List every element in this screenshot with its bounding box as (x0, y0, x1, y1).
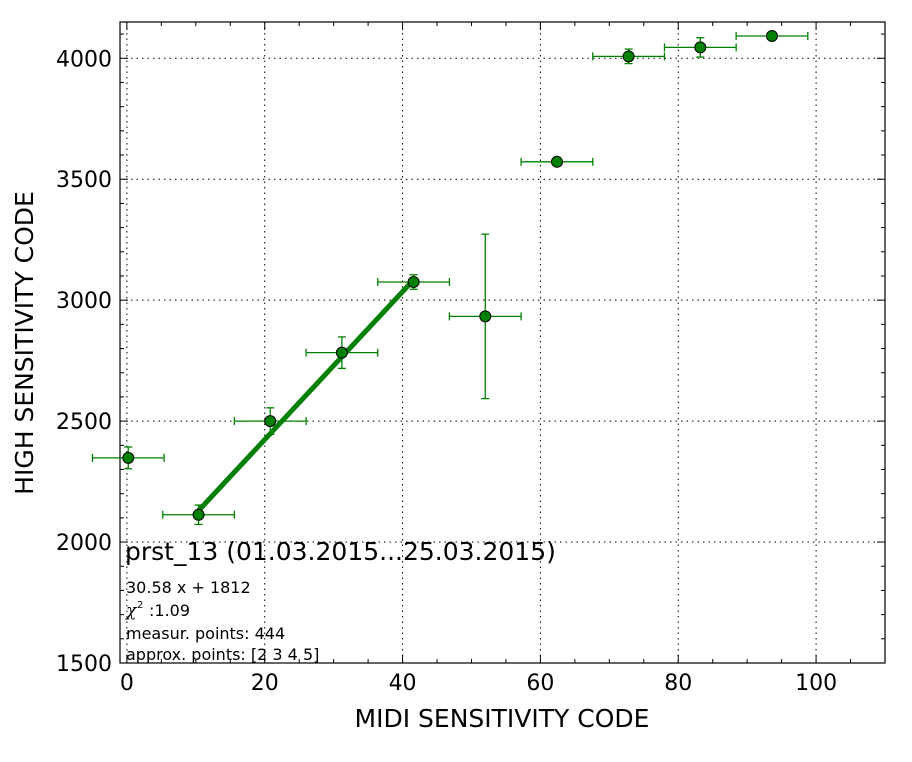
x-tick-label: 0 (120, 671, 134, 696)
annotation-chi-symbol: χ (125, 601, 138, 621)
annotation-approx-points: approx. points: [2 3 4 5] (126, 645, 319, 664)
y-axis-label: HIGH SENSITIVITY CODE (10, 191, 39, 495)
data-point-marker (622, 50, 635, 63)
annotation-chi-exponent: 2 (137, 600, 143, 611)
data-point-group (663, 37, 737, 58)
data-point-group (377, 274, 451, 290)
axis-ticks (120, 22, 885, 664)
data-point-group (233, 407, 307, 436)
x-tick-label: 60 (526, 671, 554, 696)
annotation-measur-points: measur. points: 444 (126, 624, 285, 643)
data-point-marker (550, 155, 563, 168)
data-point-group (520, 155, 594, 168)
y-tick-label: 4000 (56, 47, 112, 72)
data-point-group (735, 30, 809, 43)
data-points (91, 30, 809, 526)
data-point-group (448, 233, 522, 400)
annotation-equation: 30.58 x + 1812 (126, 578, 251, 597)
annotation-chi-value: :1.09 (149, 601, 190, 620)
data-point-marker (122, 451, 135, 464)
y-tick-label: 2000 (56, 531, 112, 556)
annotation-title: prst_13 (01.03.2015...25.03.2015) (125, 537, 556, 566)
y-tick-label: 2500 (56, 410, 112, 435)
data-point-group (162, 504, 236, 526)
fit-line-group (196, 278, 416, 513)
data-point-marker (765, 30, 778, 43)
data-point-group (91, 446, 165, 470)
fit-line (196, 278, 416, 513)
x-axis-label: MIDI SENSITIVITY CODE (355, 704, 650, 733)
x-tick-label: 80 (664, 671, 692, 696)
data-point-marker (264, 415, 277, 428)
data-point-marker (479, 310, 492, 323)
data-point-marker (192, 508, 205, 521)
data-point-group (592, 48, 666, 65)
data-point-marker (335, 346, 348, 359)
x-tick-label: 40 (389, 671, 417, 696)
tick-labels: 0 20 40 60 80 100 1500 2000 2500 3000 3500 4000 (56, 47, 837, 696)
data-point-marker (694, 41, 707, 54)
y-tick-label: 3000 (56, 289, 112, 314)
data-point-group (305, 336, 379, 370)
plot-frame (119, 21, 886, 664)
x-tick-label: 20 (251, 671, 279, 696)
y-tick-label: 3500 (56, 168, 112, 193)
x-tick-label: 100 (795, 671, 837, 696)
y-tick-label: 1500 (56, 652, 112, 677)
data-point-marker (407, 276, 420, 289)
